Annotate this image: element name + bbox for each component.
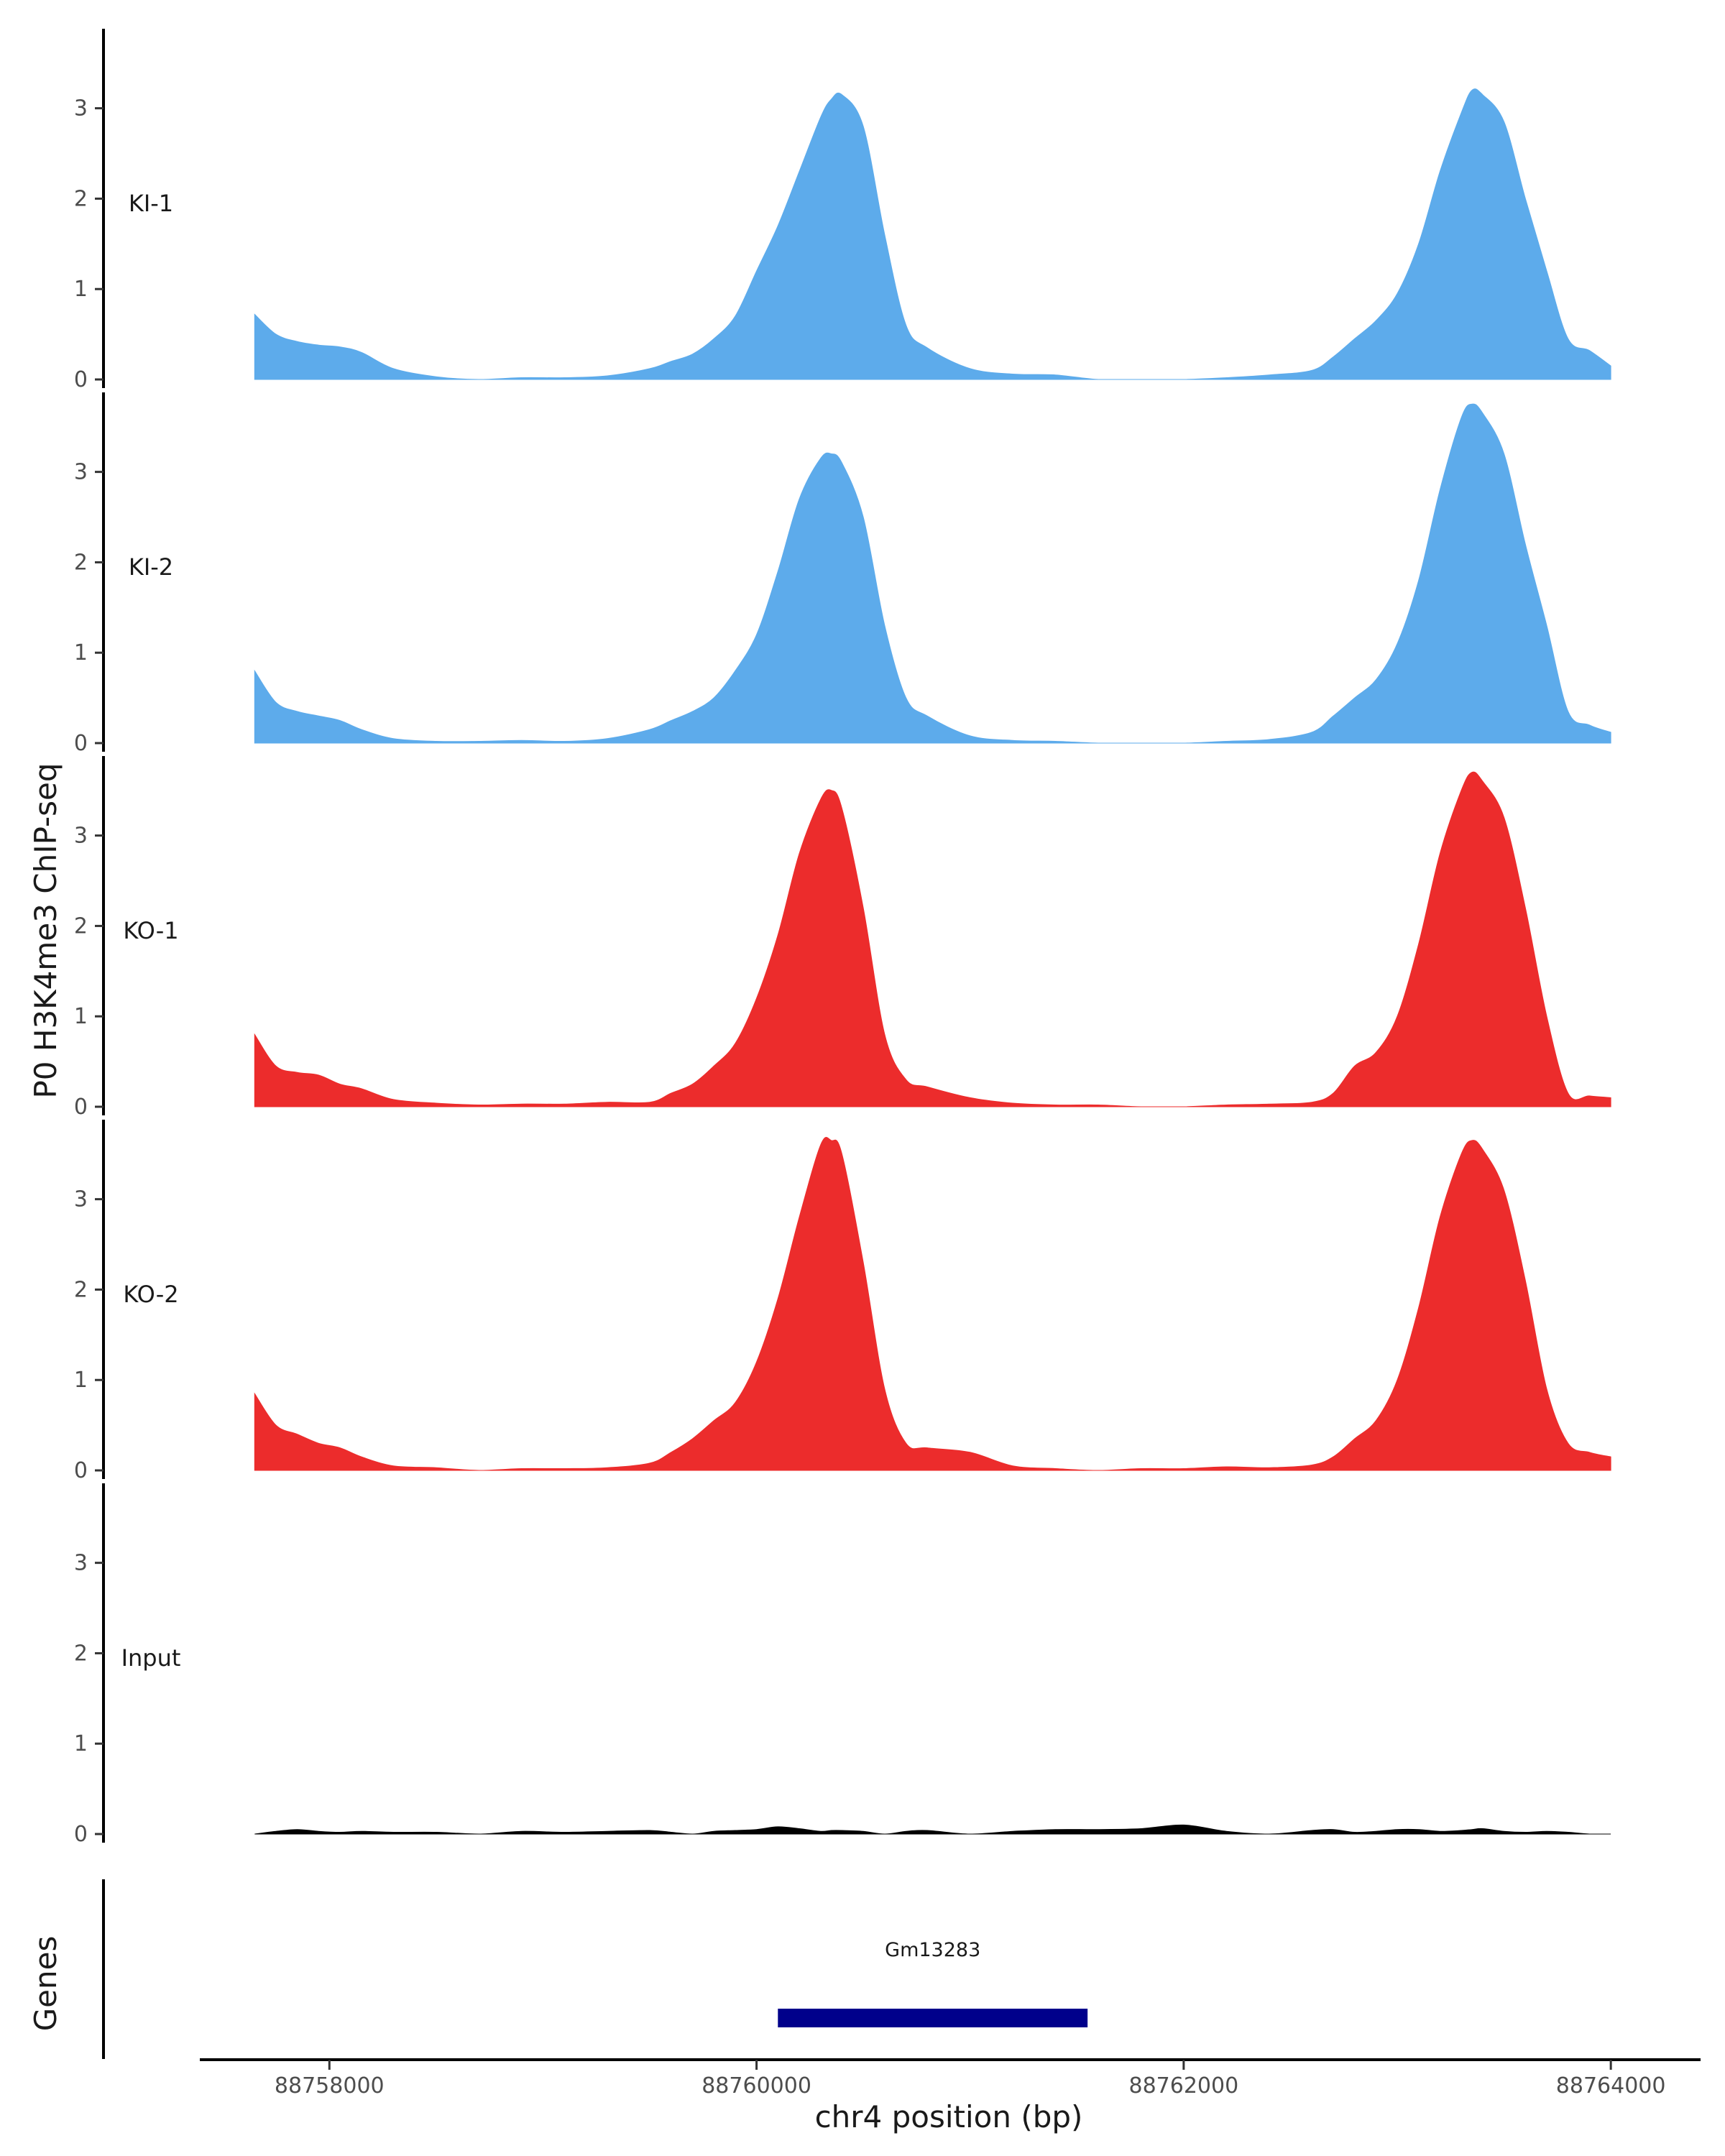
x-tick-label: 88760000 xyxy=(702,2073,811,2099)
gene-label-gm13283: Gm13283 xyxy=(885,1939,980,1961)
signal-area-ko-1 xyxy=(254,771,1611,1107)
y-tick-label: 0 xyxy=(74,1095,88,1120)
genes-track-title: Genes xyxy=(28,1936,63,2032)
gene-track: Gm13283 xyxy=(102,1879,1088,2059)
track-label-ko-2: KO-2 xyxy=(123,1281,178,1308)
signal-area-ki-2 xyxy=(254,403,1611,744)
gene-body-gm13283 xyxy=(778,2009,1088,2027)
y-tick-label: 0 xyxy=(74,1822,88,1847)
y-tick-label: 1 xyxy=(74,1004,88,1029)
y-tick-label: 0 xyxy=(74,731,88,756)
y-tick-label: 3 xyxy=(74,1551,88,1576)
x-axis-title: chr4 position (bp) xyxy=(815,2099,1083,2134)
track-label-ki-2: KI-2 xyxy=(129,553,173,581)
y-tick-label: 0 xyxy=(74,367,88,392)
track-label-ko-1: KO-1 xyxy=(123,917,178,944)
track-panel-ko-2: 0 1 2 3 KO-2 xyxy=(74,1120,1611,1483)
track-label-input: Input xyxy=(121,1644,181,1672)
y-axis-title: P0 H3K4me3 ChIP-seq xyxy=(28,763,63,1098)
y-tick-label: 2 xyxy=(74,186,88,211)
y-tick-label: 1 xyxy=(74,1731,88,1756)
y-tick-label: 1 xyxy=(74,640,88,665)
y-tick-label: 3 xyxy=(74,96,88,121)
track-panel-ki-2: 0 1 2 3 KI-2 xyxy=(74,392,1611,756)
signal-area-ki-1 xyxy=(254,88,1611,380)
y-tick-label: 1 xyxy=(74,277,88,302)
y-tick-label: 2 xyxy=(74,1641,88,1666)
x-tick-label: 88762000 xyxy=(1129,2073,1239,2099)
x-tick-label: 88764000 xyxy=(1556,2073,1666,2099)
y-tick-label: 3 xyxy=(74,1187,88,1212)
y-tick-label: 0 xyxy=(74,1458,88,1483)
track-panel-ki-1: 0 1 2 3 KI-1 xyxy=(74,29,1611,392)
gene-strand-arrow xyxy=(778,2010,791,2026)
y-tick-label: 3 xyxy=(74,824,88,849)
y-tick-label: 2 xyxy=(74,913,88,939)
x-tick-label: 88758000 xyxy=(275,2073,385,2099)
signal-area-ko-2 xyxy=(254,1137,1611,1471)
signal-area-input xyxy=(254,1824,1611,1835)
y-tick-label: 1 xyxy=(74,1368,88,1393)
track-panel-ko-1: 0 1 2 3 KO-1 xyxy=(74,756,1611,1120)
x-axis: 88758000 88760000 88762000 88764000 xyxy=(200,2058,1701,2099)
track-label-ki-1: KI-1 xyxy=(129,190,173,217)
y-tick-label: 3 xyxy=(74,460,88,485)
y-tick-label: 2 xyxy=(74,1277,88,1302)
signal-tracks: 0 1 2 3 KI-1 0 1 2 3 KI-2 0 1 2 3 KO-1 0 1 2 3 KO-2 0 1 2 3 Inpu… xyxy=(74,29,1611,1847)
y-tick-label: 2 xyxy=(74,550,88,575)
track-panel-input: 0 1 2 3 Input xyxy=(74,1483,1611,1847)
